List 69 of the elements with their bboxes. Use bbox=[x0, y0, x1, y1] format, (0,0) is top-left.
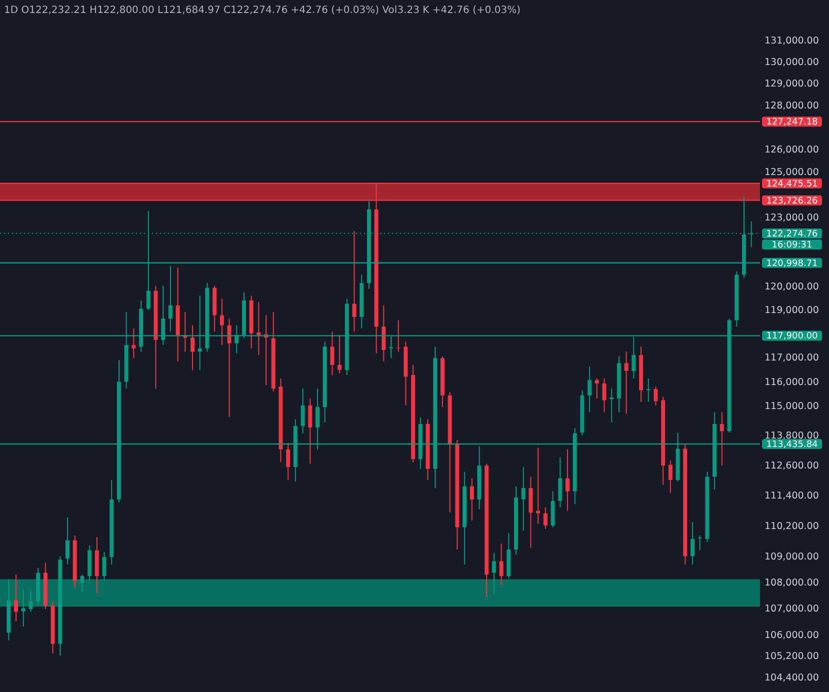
y-tick-label: 105,200.00 bbox=[764, 651, 819, 662]
candlestick bbox=[220, 298, 224, 346]
y-tick-label: 119,000.00 bbox=[764, 305, 819, 316]
y-tick-label: 120,000.00 bbox=[764, 282, 819, 293]
candlestick bbox=[499, 543, 504, 586]
candlestick bbox=[190, 324, 194, 370]
candlestick bbox=[521, 466, 526, 532]
y-tick-label: 117,000.00 bbox=[764, 352, 819, 364]
candlestick bbox=[602, 378, 606, 413]
candlestick bbox=[308, 398, 312, 464]
candlestick bbox=[102, 551, 106, 582]
y-tick-label: 106,000.00 bbox=[764, 630, 819, 641]
candlestick bbox=[654, 386, 658, 406]
candlestick bbox=[66, 516, 70, 565]
y-tick-label: 123,000.00 bbox=[764, 212, 819, 224]
ref-line-label: 127,247.18 bbox=[766, 118, 818, 128]
candlestick bbox=[594, 378, 599, 400]
y-tick-label: 125,000.00 bbox=[764, 167, 819, 178]
y-tick-label: 108,000.00 bbox=[764, 577, 819, 588]
y-tick-label: 107,000.00 bbox=[764, 603, 819, 614]
candlestick bbox=[624, 350, 628, 414]
candlestick bbox=[132, 328, 136, 359]
candlestick bbox=[382, 304, 386, 362]
y-tick-label: 131,000.00 bbox=[764, 36, 819, 46]
candlestick bbox=[646, 378, 650, 402]
y-tick-label: 110,200.00 bbox=[764, 520, 819, 532]
y-tick-label: 109,000.00 bbox=[764, 551, 819, 562]
y-tick-label: 116,000.00 bbox=[764, 376, 819, 388]
candlestick bbox=[256, 302, 261, 356]
candlestick bbox=[396, 320, 400, 352]
y-tick-label: 115,000.00 bbox=[764, 401, 819, 412]
ref-line-label: 117,900.00 bbox=[766, 332, 818, 342]
candlestick bbox=[28, 590, 33, 612]
ref-line-label: 123,726.26 bbox=[766, 196, 818, 206]
candlestick bbox=[668, 460, 672, 494]
y-tick-label: 126,000.00 bbox=[764, 144, 819, 156]
candlestick bbox=[286, 442, 290, 481]
candlestick bbox=[536, 447, 540, 524]
y-tick-label: 128,000.00 bbox=[764, 100, 819, 112]
chart-title: 1D O122,232.21 H122,800.00 L121,684.97 C122,274.76 +42.76 (+0.03%) Vol3.23 K +42.76 (+0.03%) bbox=[4, 5, 521, 16]
candlestick bbox=[227, 318, 232, 418]
ref-line-label: 122,274.76 bbox=[766, 229, 818, 240]
y-tick-label: 129,000.00 bbox=[764, 78, 819, 90]
candlestick bbox=[558, 456, 562, 508]
candlestick bbox=[80, 574, 84, 592]
y-tick-label: 104,400.00 bbox=[764, 672, 819, 684]
candlestick bbox=[330, 331, 334, 376]
ref-line-label: 124,475.51 bbox=[766, 179, 818, 190]
candlestick bbox=[338, 334, 342, 374]
candlestick bbox=[720, 412, 724, 466]
text: 16:09:31 bbox=[772, 240, 812, 250]
candlestick bbox=[492, 552, 496, 594]
candlestick bbox=[566, 448, 570, 512]
y-tick-label: 112,600.00 bbox=[764, 460, 819, 472]
y-tick-label: 130,000.00 bbox=[764, 57, 819, 68]
candlestick bbox=[300, 388, 305, 434]
ref-line-label: 113,435.84 bbox=[766, 440, 818, 450]
y-tick-label: 111,400.00 bbox=[764, 490, 819, 502]
candlestick bbox=[543, 506, 548, 530]
candlestick bbox=[470, 478, 474, 521]
candlestick bbox=[352, 230, 356, 332]
candlestick bbox=[690, 522, 694, 565]
ref-line-label: 120,998.71 bbox=[766, 258, 818, 269]
candlestick bbox=[588, 366, 592, 413]
candlestick bbox=[21, 589, 26, 627]
candlestick bbox=[168, 265, 172, 332]
candlestick bbox=[698, 534, 702, 551]
candlestick bbox=[610, 388, 614, 423]
candlestick bbox=[14, 574, 18, 622]
